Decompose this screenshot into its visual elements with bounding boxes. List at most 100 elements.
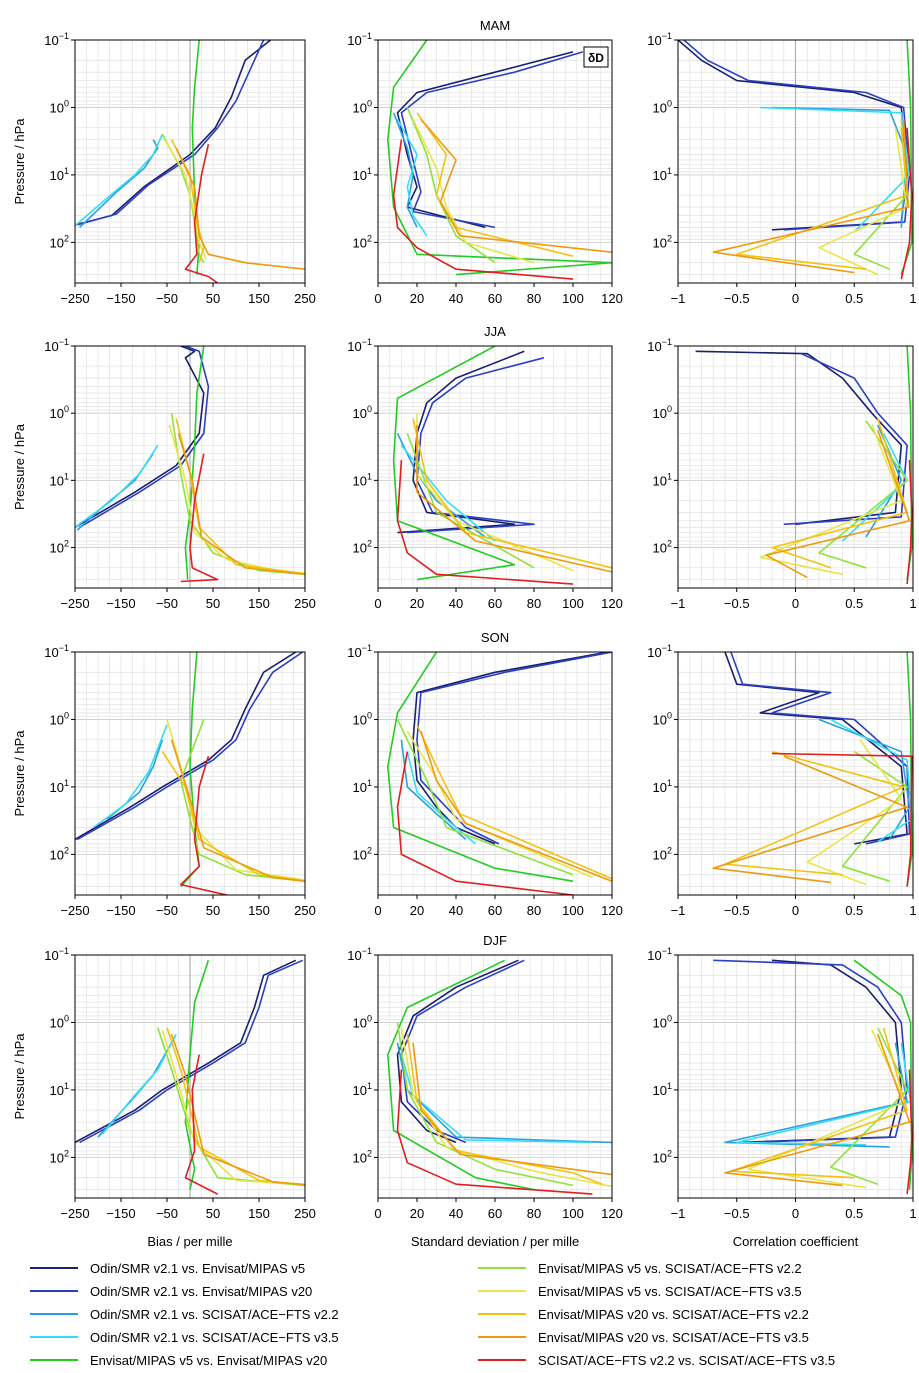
x-tick-label: 120 xyxy=(601,1206,623,1221)
series-line-3 xyxy=(830,718,913,843)
series-line-0 xyxy=(75,346,205,528)
y-tick-exponent: 0 xyxy=(64,98,69,108)
y-tick-exponent: 1 xyxy=(367,1081,372,1091)
y-tick-label: 10−1 xyxy=(647,946,672,963)
x-tick-label: 1 xyxy=(909,291,916,306)
series-line-9 xyxy=(184,144,219,283)
series-line-4 xyxy=(853,959,913,1190)
series-group xyxy=(712,652,913,887)
series-line-8 xyxy=(412,1042,612,1176)
legend: Odin/SMR v2.1 vs. Envisat/MIPAS v5 Odin/S… xyxy=(30,1261,835,1368)
x-tick-label: −250 xyxy=(60,903,89,918)
series-group xyxy=(387,40,612,280)
y-tick-exponent: 0 xyxy=(667,98,672,108)
series-line-2 xyxy=(79,139,159,228)
quantity-badge-box xyxy=(583,46,609,68)
series-line-1 xyxy=(79,959,304,1144)
x-tick-label: −50 xyxy=(156,1206,178,1221)
x-tick-label: −150 xyxy=(106,596,135,611)
x-tick-label: 0.5 xyxy=(845,903,863,918)
legend-item: Envisat/MIPAS v20 vs. SCISAT/ACE−FTS v2.… xyxy=(478,1307,809,1322)
x-tick-label: 80 xyxy=(527,1206,541,1221)
y-tick-label: 101 xyxy=(50,1081,69,1098)
panel-frame xyxy=(74,39,306,284)
legend-label: Odin/SMR v2.1 vs. Envisat/MIPAS v5 xyxy=(90,1261,305,1276)
y-tick-base: 10 xyxy=(347,948,361,963)
legend-item: Envisat/MIPAS v5 vs. Envisat/MIPAS v20 xyxy=(30,1353,327,1368)
series-line-8 xyxy=(420,731,612,882)
quantity-badge-label: δD xyxy=(588,51,604,65)
panel-frame xyxy=(74,954,306,1199)
y-tick-label: 101 xyxy=(50,778,69,795)
x-tick-label: 0.5 xyxy=(845,291,863,306)
legend-item: Odin/SMR v2.1 vs. Envisat/MIPAS v20 xyxy=(30,1284,312,1299)
series-line-6 xyxy=(747,1029,906,1189)
x-tick-label: −1 xyxy=(671,596,686,611)
series-line-7 xyxy=(724,750,905,876)
series-line-3 xyxy=(400,1054,593,1144)
y-tick-label: 102 xyxy=(353,539,372,556)
y-tick-label: 100 xyxy=(50,710,69,727)
y-tick-base: 10 xyxy=(353,847,367,862)
series-line-6 xyxy=(806,739,903,886)
y-tick-base: 10 xyxy=(647,339,661,354)
y-tick-exponent: 0 xyxy=(367,98,372,108)
y-tick-label: 100 xyxy=(653,98,672,115)
y-tick-base: 10 xyxy=(50,235,64,250)
series-line-1 xyxy=(713,959,908,1144)
legend-label: Envisat/MIPAS v5 vs. SCISAT/ACE−FTS v2.2 xyxy=(538,1261,802,1276)
y-tick-base: 10 xyxy=(50,780,64,795)
series-line-1 xyxy=(79,346,210,528)
y-axis-label: Pressure / hPa xyxy=(12,118,27,205)
x-tick-label: −0.5 xyxy=(724,1206,750,1221)
y-tick-label: 100 xyxy=(653,404,672,421)
x-tick-label: 1 xyxy=(909,1206,916,1221)
y-tick-base: 10 xyxy=(653,541,667,556)
x-tick-label: 40 xyxy=(449,903,463,918)
legend-item: Envisat/MIPAS v5 vs. SCISAT/ACE−FTS v2.2 xyxy=(478,1261,802,1276)
series-line-4 xyxy=(392,346,516,581)
series-line-7 xyxy=(736,119,908,270)
y-tick-exponent: 1 xyxy=(367,166,372,176)
y-tick-base: 10 xyxy=(347,339,361,354)
series-line-8 xyxy=(170,739,305,882)
x-tick-label: −150 xyxy=(106,903,135,918)
x-tick-label: 0 xyxy=(792,903,799,918)
x-tick-label: 40 xyxy=(449,596,463,611)
series-line-0 xyxy=(396,959,519,1144)
x-tick-label: 40 xyxy=(449,1206,463,1221)
y-tick-exponent: 2 xyxy=(667,233,672,243)
series-line-3 xyxy=(396,118,428,237)
series-line-2 xyxy=(724,1042,908,1148)
series-line-3 xyxy=(92,724,168,829)
x-tick-label: 100 xyxy=(562,903,584,918)
y-tick-base: 10 xyxy=(353,406,367,421)
series-group xyxy=(678,40,913,280)
y-tick-exponent: −1 xyxy=(362,946,372,956)
y-tick-exponent: 0 xyxy=(667,710,672,720)
x-tick-label: −250 xyxy=(60,596,89,611)
y-tick-exponent: 2 xyxy=(367,845,372,855)
y-tick-base: 10 xyxy=(44,645,58,660)
series-line-1 xyxy=(730,652,911,845)
x-tick-label: 150 xyxy=(248,291,270,306)
x-tick-label: 100 xyxy=(562,291,584,306)
y-tick-base: 10 xyxy=(50,1083,64,1098)
panel-frame xyxy=(74,651,306,896)
series-line-9 xyxy=(771,752,913,887)
series-group xyxy=(75,652,305,895)
series-line-3 xyxy=(75,444,159,528)
x-tick-label: 80 xyxy=(527,596,541,611)
y-tick-base: 10 xyxy=(653,168,667,183)
series-line-8 xyxy=(416,425,612,573)
series-line-2 xyxy=(400,739,467,841)
y-tick-base: 10 xyxy=(647,33,661,48)
x-tick-label: 0 xyxy=(374,291,381,306)
legend-item: Odin/SMR v2.1 vs. SCISAT/ACE−FTS v2.2 xyxy=(30,1307,339,1322)
y-tick-exponent: −1 xyxy=(662,31,672,41)
y-tick-base: 10 xyxy=(353,100,367,115)
